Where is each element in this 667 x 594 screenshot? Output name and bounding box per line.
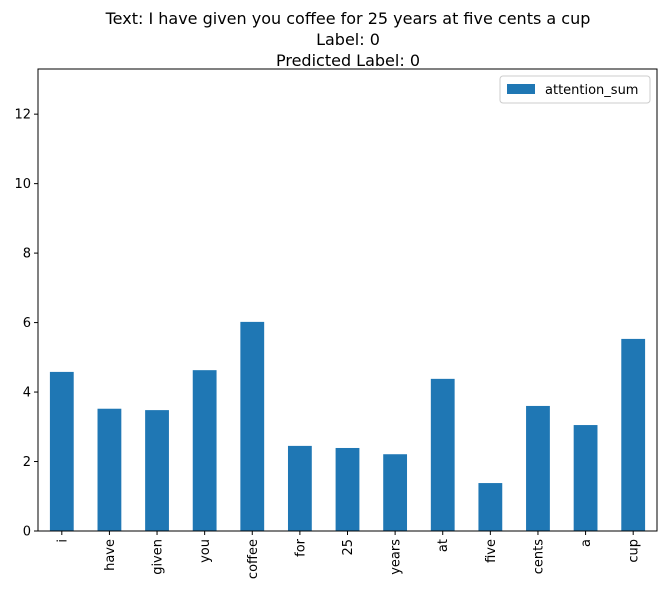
- bars-group: [49, 321, 646, 531]
- bar-years: [383, 454, 408, 531]
- x-tick-label-25: 25: [341, 539, 356, 556]
- y-tick-label: 10: [14, 177, 31, 192]
- bar-cents: [526, 405, 550, 531]
- y-tick-label: 4: [23, 386, 31, 401]
- x-tick-label-for: for: [293, 538, 308, 557]
- bar-have: [97, 408, 122, 531]
- x-tick-label-you: you: [198, 539, 213, 563]
- bar-at: [430, 378, 455, 531]
- y-tick-label: 12: [14, 108, 31, 123]
- title-line-2: Predicted Label: 0: [276, 51, 420, 70]
- x-tick-label-coffee: coffee: [246, 539, 261, 579]
- bar-five: [478, 483, 503, 531]
- bar-coffee: [240, 321, 265, 531]
- bar-25: [335, 447, 360, 531]
- bar-i: [49, 371, 74, 531]
- y-axis: 0 2 4 6 8 10 12: [14, 108, 38, 540]
- legend: attention_sum: [499, 75, 651, 104]
- y-tick-label: 8: [23, 247, 31, 262]
- chart-title: Text: I have given you coffee for 25 yea…: [105, 9, 591, 70]
- y-tick-label: 0: [23, 525, 31, 540]
- bar-you: [192, 370, 217, 531]
- x-tick-label-cup: cup: [627, 539, 642, 563]
- y-tick-label: 2: [23, 455, 31, 470]
- bar-for: [287, 445, 312, 531]
- legend-label: attention_sum: [545, 83, 638, 98]
- x-axis: i have given you coffee for 25 years at five cents…: [55, 531, 642, 579]
- y-tick-label: 6: [23, 316, 31, 331]
- legend-swatch: [507, 84, 535, 94]
- bar-a: [573, 425, 598, 531]
- title-line-0: Text: I have given you coffee for 25 yea…: [105, 9, 591, 28]
- x-tick-label-years: years: [389, 539, 404, 575]
- x-tick-label-cents: cents: [531, 539, 546, 574]
- x-tick-label-five: five: [484, 539, 499, 563]
- plot-frame: [37, 68, 658, 532]
- x-tick-label-have: have: [103, 539, 118, 571]
- bar-cup: [621, 338, 646, 531]
- legend-box: [499, 75, 651, 104]
- x-tick-label-i: i: [55, 539, 70, 543]
- x-tick-label-at: at: [436, 539, 451, 552]
- bar-given: [145, 410, 169, 531]
- x-tick-label-a: a: [579, 539, 594, 547]
- x-tick-label-given: given: [151, 539, 166, 575]
- title-line-1: Label: 0: [316, 30, 380, 49]
